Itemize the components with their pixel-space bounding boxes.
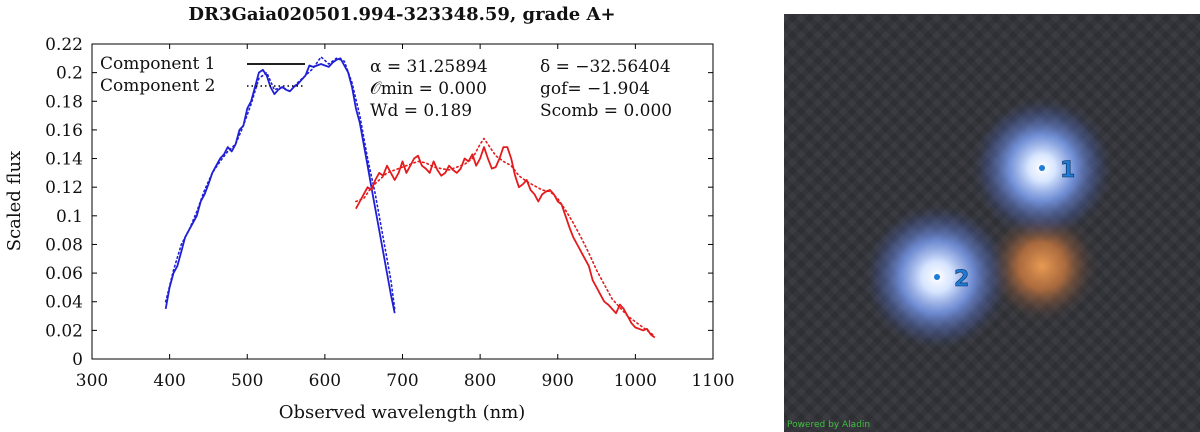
spectrum-chart-svg: DR3Gaia020501.994-323348.59, grade A+ 30… [4, 4, 735, 423]
x-tick-label: 900 [542, 371, 574, 391]
x-tick-label: 1000 [614, 371, 657, 391]
y-tick-label: 0.16 [45, 121, 83, 141]
x-tick-label: 700 [386, 371, 418, 391]
chart-title: DR3Gaia020501.994-323348.59, grade A+ [188, 4, 615, 25]
x-tick-label: 1100 [691, 371, 734, 391]
param-alpha: α = 31.25894 [370, 57, 488, 77]
spectrum-chart: DR3Gaia020501.994-323348.59, grade A+ 30… [4, 4, 735, 423]
x-tick-label: 600 [309, 371, 341, 391]
legend: Component 1 Component 2 [100, 54, 305, 96]
y-tick-label: 0.1 [56, 207, 83, 227]
sky-image-panel: 1 2 Powered by Aladin [784, 14, 1200, 432]
y-tick-label: 0.12 [45, 178, 83, 198]
series-line-2 [164, 56, 396, 310]
legend-entry-2: Component 2 [100, 76, 216, 96]
y-axis-label: Scaled flux [4, 151, 25, 252]
y-tick-label: 0.08 [45, 235, 83, 255]
source-2-marker [934, 274, 940, 280]
series-line-3 [355, 146, 656, 339]
x-tick-label: 800 [464, 371, 496, 391]
source-1-marker [1039, 165, 1045, 171]
y-tick-label: 0.18 [45, 92, 83, 112]
legend-entry-1: Component 1 [100, 54, 216, 74]
series-layer [164, 56, 656, 339]
ticks-layer: 300 400 500 600 700 800 900 1000 1100 0 0.02 0.04 0.… [45, 35, 734, 391]
fit-parameters: α = 31.25894 δ = −32.56404 𝒪min = 0.000 … [370, 57, 672, 121]
y-tick-label: 0.04 [45, 293, 83, 313]
y-tick-label: 0.22 [45, 35, 83, 55]
param-gof: gof= −1.904 [540, 79, 650, 99]
sky-image: 1 2 Powered by Aladin [784, 14, 1200, 432]
param-delta: δ = −32.56404 [540, 57, 671, 77]
aladin-credit: Powered by Aladin [787, 420, 870, 430]
param-scomb: Scomb = 0.000 [540, 101, 672, 121]
y-tick-label: 0.06 [45, 264, 83, 284]
source-orange-glow [984, 208, 1100, 324]
sky-background [784, 14, 1200, 432]
y-tick-label: 0.14 [45, 150, 83, 170]
y-tick-label: 0 [72, 350, 83, 370]
param-omin: 𝒪min = 0.000 [370, 79, 487, 99]
source-1-label: 1 [1060, 158, 1075, 183]
x-tick-label: 300 [76, 371, 108, 391]
x-tick-label: 500 [231, 371, 263, 391]
param-wd: Wd = 0.189 [370, 101, 472, 121]
source-2-label: 2 [954, 267, 969, 292]
x-tick-label: 400 [153, 371, 185, 391]
y-tick-label: 0.2 [56, 64, 83, 84]
x-axis-label: Observed wavelength (nm) [279, 402, 526, 423]
series-line-4 [355, 137, 656, 337]
series-line-1 [164, 57, 396, 314]
y-tick-label: 0.02 [45, 321, 83, 341]
